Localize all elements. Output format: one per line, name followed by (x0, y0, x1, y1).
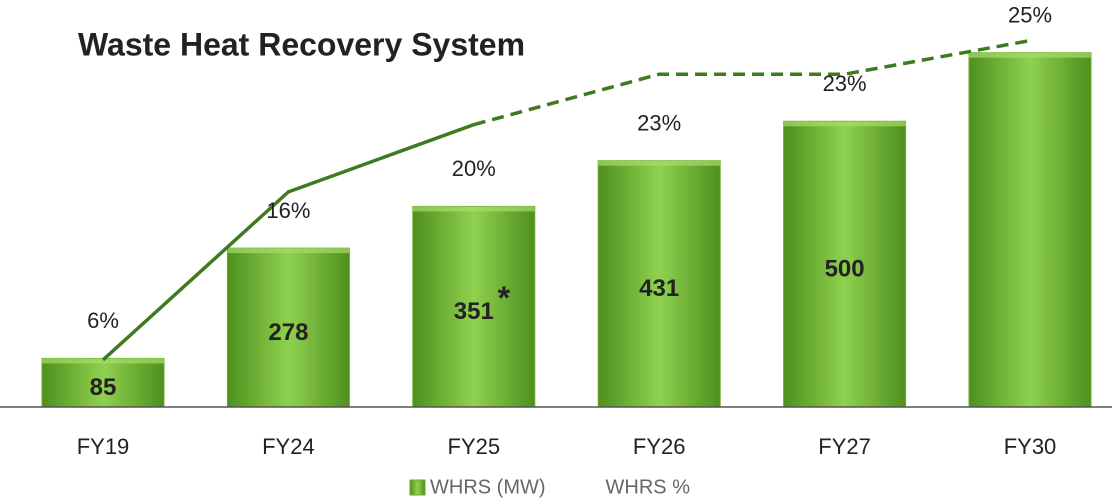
legend-swatch (409, 479, 426, 496)
percent-label: 6% (87, 308, 119, 333)
bar (226, 247, 350, 408)
bar-value-label: 351 (454, 298, 494, 325)
legend-label: WHRS % (606, 476, 691, 498)
trend-line (101, 123, 475, 362)
x-tick-label: FY30 (1004, 434, 1057, 459)
bar-top-bevel (598, 160, 721, 166)
bar-value-label: 500 (825, 255, 865, 282)
bar-top-bevel (783, 121, 906, 127)
bar-top-bevel (969, 52, 1091, 58)
bar-top-bevel (227, 248, 350, 254)
x-tick-label: FY26 (633, 434, 686, 459)
x-tick-label: FY27 (818, 434, 871, 459)
bar (412, 205, 536, 408)
percent-label: 23% (637, 111, 681, 136)
bar-top-bevel (42, 358, 164, 364)
chart-title: Waste Heat Recovery System (78, 26, 525, 62)
percent-label: 20% (452, 156, 496, 181)
bar-value-label: 85 (90, 374, 117, 401)
bar-value-label: 278 (268, 319, 308, 346)
bar (41, 357, 165, 408)
x-tick-label: FY25 (448, 434, 501, 459)
bar (968, 52, 1092, 408)
legend-label: WHRS (MW) (430, 476, 546, 498)
bar-value-label: 431 (639, 275, 679, 302)
annotation: * (498, 280, 511, 316)
x-tick-label: FY19 (77, 434, 130, 459)
x-tick-label: FY24 (262, 434, 315, 459)
percent-label: 23% (823, 71, 867, 96)
trend-line (473, 38, 1031, 127)
percent-label: 16% (266, 198, 310, 223)
bar-top-bevel (412, 206, 535, 212)
percent-label: 25% (1008, 3, 1052, 28)
